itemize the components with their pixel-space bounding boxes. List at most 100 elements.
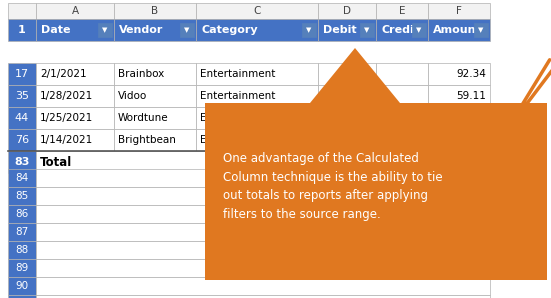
Text: Entertainment: Entertainment bbox=[200, 113, 276, 123]
Bar bbox=[114, 107, 196, 129]
Bar bbox=[196, 63, 318, 85]
Bar bbox=[428, 85, 490, 107]
Text: 44: 44 bbox=[15, 113, 29, 123]
Bar bbox=[318, 63, 376, 85]
Text: ▼: ▼ bbox=[185, 27, 190, 33]
Text: 89: 89 bbox=[15, 263, 29, 273]
Text: 59.11: 59.11 bbox=[342, 91, 372, 101]
Bar bbox=[8, 223, 36, 241]
Bar bbox=[196, 129, 318, 151]
Bar bbox=[376, 107, 428, 129]
Bar bbox=[196, 85, 318, 107]
Bar bbox=[8, 151, 36, 173]
Bar bbox=[36, 3, 114, 19]
Text: One advantage of the Calculated
Column technique is the ability to tie
out total: One advantage of the Calculated Column t… bbox=[223, 152, 442, 221]
Bar bbox=[114, 63, 196, 85]
Bar bbox=[318, 129, 376, 151]
Bar bbox=[318, 19, 376, 41]
Bar bbox=[8, 169, 36, 187]
Text: Entertainment: Entertainment bbox=[200, 91, 276, 101]
Text: Brightbean: Brightbean bbox=[118, 135, 176, 145]
Bar bbox=[36, 295, 490, 298]
Bar bbox=[8, 19, 36, 41]
Text: 83: 83 bbox=[14, 157, 30, 167]
Text: Debit: Debit bbox=[323, 25, 356, 35]
Text: 87: 87 bbox=[15, 227, 29, 237]
Bar bbox=[180, 23, 194, 37]
Bar bbox=[376, 129, 428, 151]
Text: Wordtune: Wordtune bbox=[118, 113, 169, 123]
Text: B: B bbox=[152, 6, 159, 16]
Text: ▼: ▼ bbox=[102, 27, 107, 33]
Bar bbox=[8, 295, 36, 298]
Text: Total: Total bbox=[40, 156, 72, 168]
Bar bbox=[376, 3, 428, 19]
Bar bbox=[428, 3, 490, 19]
Text: 1/28/2021: 1/28/2021 bbox=[40, 91, 93, 101]
Text: 24.80: 24.80 bbox=[456, 113, 486, 123]
Bar bbox=[36, 107, 114, 129]
Bar bbox=[36, 85, 114, 107]
Text: 24.80: 24.80 bbox=[342, 113, 372, 123]
Bar bbox=[36, 277, 490, 295]
Text: 84: 84 bbox=[15, 173, 29, 183]
Text: 92.34: 92.34 bbox=[456, 69, 486, 79]
Bar bbox=[318, 107, 376, 129]
Bar bbox=[8, 187, 36, 205]
Bar bbox=[8, 107, 36, 129]
Text: E: E bbox=[399, 6, 405, 16]
Bar bbox=[196, 107, 318, 129]
Bar bbox=[428, 129, 490, 151]
Bar bbox=[36, 205, 490, 223]
Text: ▼: ▼ bbox=[478, 27, 484, 33]
Text: 90: 90 bbox=[15, 281, 29, 291]
Bar bbox=[376, 85, 428, 107]
Text: Date: Date bbox=[41, 25, 71, 35]
Bar bbox=[114, 19, 196, 41]
Bar bbox=[196, 19, 318, 41]
Text: 92.34: 92.34 bbox=[342, 69, 372, 79]
Bar bbox=[36, 223, 490, 241]
Bar bbox=[302, 23, 316, 37]
Bar bbox=[412, 23, 426, 37]
Bar bbox=[376, 19, 428, 41]
Bar bbox=[36, 259, 490, 277]
Bar bbox=[36, 151, 428, 173]
Text: 2/1/2021: 2/1/2021 bbox=[40, 69, 87, 79]
Text: ▼: ▼ bbox=[364, 27, 370, 33]
Bar bbox=[8, 277, 36, 295]
Text: Category: Category bbox=[201, 25, 258, 35]
Polygon shape bbox=[205, 48, 547, 280]
Text: 17: 17 bbox=[15, 69, 29, 79]
Bar bbox=[196, 3, 318, 19]
Text: 1/14/2021: 1/14/2021 bbox=[40, 135, 93, 145]
Bar bbox=[8, 85, 36, 107]
Bar bbox=[318, 3, 376, 19]
Text: C: C bbox=[253, 6, 261, 16]
Text: 35: 35 bbox=[15, 91, 29, 101]
Bar bbox=[36, 169, 490, 187]
Bar bbox=[98, 23, 112, 37]
Text: D: D bbox=[343, 6, 351, 16]
Bar bbox=[114, 3, 196, 19]
Text: 8.73: 8.73 bbox=[463, 135, 486, 145]
Text: 76: 76 bbox=[15, 135, 29, 145]
Bar bbox=[428, 63, 490, 85]
Text: 1: 1 bbox=[18, 25, 26, 35]
Bar bbox=[114, 85, 196, 107]
Bar bbox=[428, 107, 490, 129]
Text: 184.98: 184.98 bbox=[440, 156, 486, 168]
Text: Vendor: Vendor bbox=[119, 25, 164, 35]
Text: Entertainment: Entertainment bbox=[200, 135, 276, 145]
Bar bbox=[360, 23, 374, 37]
Bar bbox=[376, 63, 428, 85]
Bar bbox=[36, 63, 114, 85]
Text: ▼: ▼ bbox=[417, 27, 422, 33]
Text: 59.11: 59.11 bbox=[456, 91, 486, 101]
Bar bbox=[428, 151, 490, 173]
Bar bbox=[8, 3, 36, 19]
Text: Vidoo: Vidoo bbox=[118, 91, 147, 101]
Text: 86: 86 bbox=[15, 209, 29, 219]
Text: 85: 85 bbox=[15, 191, 29, 201]
Bar bbox=[8, 259, 36, 277]
